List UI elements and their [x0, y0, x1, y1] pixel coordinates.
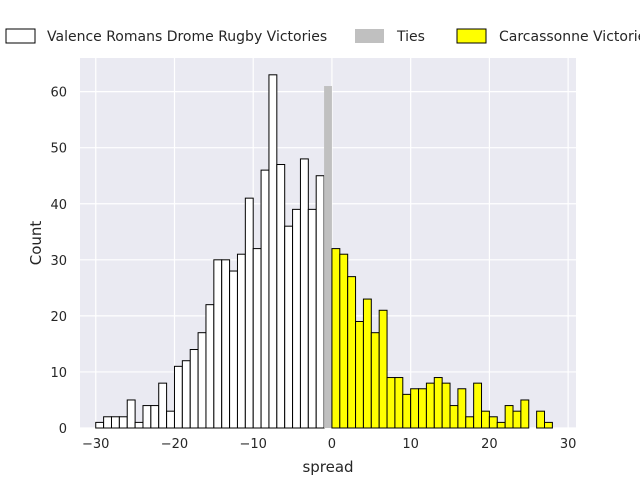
carcassonne-bar: [331, 248, 341, 429]
carcassonne-bar: [425, 382, 435, 429]
y-tick-label: 30: [50, 254, 67, 269]
carcassonne-bar: [473, 382, 483, 429]
legend-swatch-valence: [5, 28, 36, 44]
valence-bar: [150, 405, 160, 429]
carcassonne-bar: [544, 421, 553, 429]
valence-bar: [118, 416, 128, 429]
x-tick-label: 30: [560, 437, 577, 452]
valence-bar: [307, 208, 317, 429]
valence-bar: [181, 360, 191, 429]
x-tick-label: 0: [328, 437, 336, 452]
carcassonne-bar: [536, 410, 546, 429]
legend-label-carcassonne: Carcassonne Victories: [499, 29, 640, 45]
x-tick-label: −20: [161, 437, 188, 452]
y-tick-label: 0: [59, 422, 67, 437]
valence-bar: [284, 225, 294, 429]
valence-bar: [229, 270, 238, 429]
legend: Valence Romans Drome Rugby Victories Tie…: [5, 28, 640, 45]
carcassonne-bar: [433, 377, 443, 429]
valence-bar: [268, 74, 278, 429]
valence-bar: [315, 175, 325, 429]
carcassonne-bar: [496, 421, 506, 429]
bars: [95, 74, 553, 429]
x-tick-label: 10: [402, 437, 419, 452]
carcassonne-bar: [370, 332, 380, 429]
valence-bar: [260, 169, 270, 429]
y-tick-label: 50: [50, 142, 67, 157]
y-tick-label: 10: [50, 366, 67, 381]
carcassonne-bar: [418, 388, 427, 429]
valence-bar: [134, 421, 144, 429]
valence-bar: [244, 197, 254, 429]
carcassonne-bar: [512, 410, 522, 429]
valence-bar: [142, 405, 152, 429]
carcassonne-bar: [355, 320, 364, 429]
carcassonne-bar: [449, 405, 459, 429]
y-axis-label: Count: [27, 221, 45, 266]
valence-bar: [213, 259, 223, 429]
y-tick-label: 20: [50, 310, 67, 325]
valence-bar: [126, 399, 136, 429]
carcassonne-bar: [394, 377, 404, 429]
legend-label-valence: Valence Romans Drome Rugby Victories: [47, 29, 327, 45]
carcassonne-bar: [441, 382, 451, 429]
valence-bar: [173, 365, 183, 429]
valence-bar: [276, 164, 286, 429]
valence-bar: [205, 304, 215, 429]
valence-bar: [103, 416, 112, 429]
valence-bar: [166, 410, 175, 429]
legend-swatch-carcassonne: [456, 28, 487, 44]
carcassonne-bar: [504, 405, 514, 429]
carcassonne-bar: [465, 416, 475, 429]
y-tick-labels: 0 10 20 30 40 50 60: [50, 86, 67, 437]
valence-bar: [95, 421, 105, 429]
carcassonne-bar: [410, 388, 420, 429]
valence-bar: [292, 208, 301, 429]
valence-bar: [197, 332, 207, 429]
carcassonne-bar: [339, 253, 349, 429]
legend-swatch-ties: [355, 29, 384, 43]
carcassonne-bar: [402, 393, 412, 429]
carcassonne-bar: [520, 399, 530, 429]
x-axis-label: spread: [302, 458, 353, 476]
valence-bar: [158, 382, 168, 429]
valence-bar: [299, 158, 309, 429]
x-tick-label: 20: [481, 437, 498, 452]
ties-bar: [324, 86, 332, 428]
valence-bar: [221, 259, 231, 429]
valence-bar: [110, 416, 120, 429]
valence-bar: [189, 349, 199, 429]
carcassonne-bar: [386, 377, 396, 429]
valence-bar: [236, 253, 246, 429]
x-tick-labels: −30 −20 −10 0 10 20 30: [82, 437, 576, 452]
carcassonne-bar: [457, 388, 467, 429]
carcassonne-bar: [378, 309, 388, 429]
y-tick-label: 40: [50, 198, 67, 213]
carcassonne-bar: [488, 416, 498, 429]
carcassonne-bar: [347, 276, 357, 429]
valence-bar: [252, 248, 262, 429]
carcassonne-bar: [481, 410, 490, 429]
carcassonne-bar: [362, 298, 372, 429]
x-tick-label: −10: [239, 437, 266, 452]
y-tick-label: 60: [50, 86, 67, 101]
x-tick-label: −30: [82, 437, 109, 452]
legend-label-ties: Ties: [396, 29, 425, 45]
